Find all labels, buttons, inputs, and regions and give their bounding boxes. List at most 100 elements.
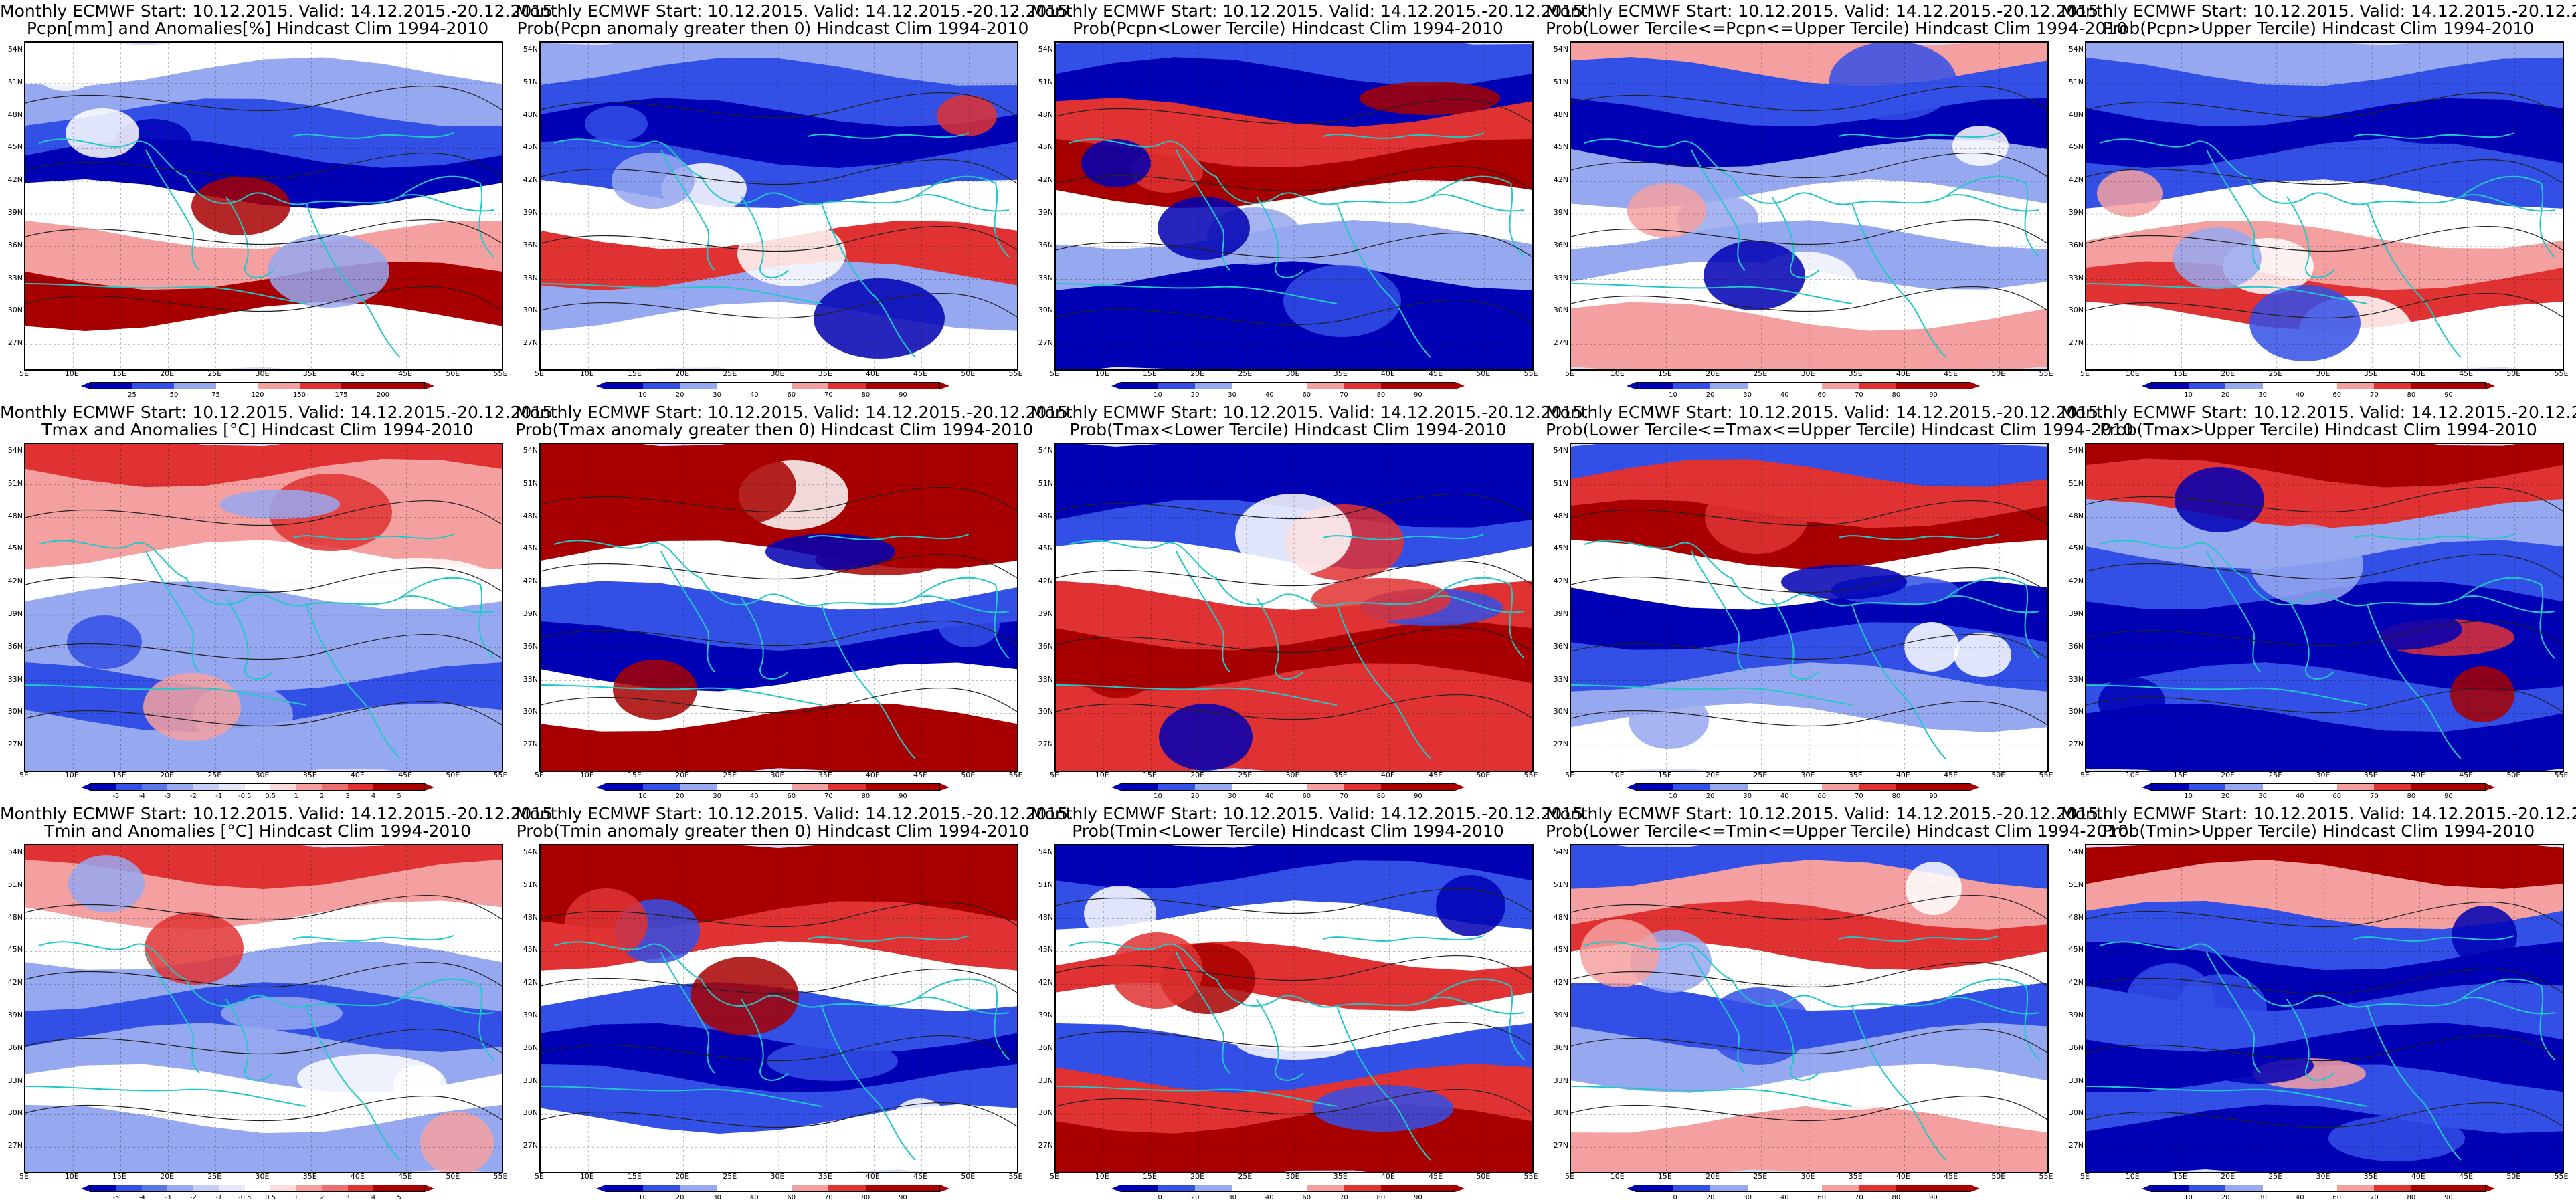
panel-title-line1: Monthly ECMWF Start: 10.12.2015. Valid: …: [0, 804, 559, 823]
longitude-label: 30E: [770, 771, 785, 779]
longitude-label: 25E: [2268, 771, 2283, 779]
colorbar-tick-label: 0.5: [265, 1194, 276, 1201]
map-field: [24, 41, 503, 371]
map-field: [1570, 443, 2049, 772]
longitude-label: 25E: [2268, 1172, 2283, 1181]
latitude-label: 54N: [2068, 45, 2084, 54]
latitude-label: 51N: [523, 77, 538, 86]
longitude-label: 40E: [1380, 1172, 1395, 1181]
latitude-label: 33N: [2068, 1076, 2084, 1085]
colorbar-tick-label: 70: [1854, 391, 1863, 399]
longitude-label: 20E: [160, 369, 175, 378]
field-contour: [1056, 166, 1532, 192]
coastline: [1176, 952, 1230, 1074]
longitude-label: 25E: [1238, 1172, 1253, 1181]
coastline: [1336, 203, 1431, 358]
colorbar-tick-label: 30: [1743, 793, 1752, 800]
field-blob: [1829, 43, 1956, 120]
colorbar-tick-label: 70: [824, 1194, 833, 1201]
coastline: [1945, 577, 2040, 659]
field-blob: [145, 912, 244, 985]
colorbar-segment: [1306, 1185, 1344, 1192]
colorbar-segment: [1933, 783, 1971, 791]
latitude-label: 45N: [1553, 544, 1568, 553]
colorbar-tick-label: 80: [1892, 1194, 1901, 1201]
latitude-label: 48N: [523, 110, 538, 119]
colorbar-min-arrow: [1111, 1185, 1121, 1192]
panel-title-line1: Monthly ECMWF Start: 10.12.2015. Valid: …: [1030, 804, 1589, 823]
field-contour: [1571, 286, 2047, 312]
colorbar-tick-label: -3: [164, 793, 171, 800]
colorbar-tick-label: -2: [189, 1194, 197, 1201]
longitude-label: 55E: [1524, 369, 1538, 378]
coastline: [225, 999, 274, 1081]
colorbar-segment: [1269, 382, 1307, 389]
colorbar-border: [2151, 1185, 2486, 1192]
coastline: [292, 534, 454, 540]
colorbar-segment: [903, 1185, 941, 1192]
colorbar-tick-label: -2: [189, 793, 197, 800]
coastline: [292, 935, 454, 942]
longitude-label: 5E: [1565, 369, 1574, 378]
latitude-label: 33N: [1553, 273, 1568, 282]
field-contour: [541, 688, 1017, 714]
colorbar-segment: [606, 783, 644, 791]
colorbar-tick-label: 10: [2184, 391, 2193, 399]
colorbar-segment: [680, 382, 718, 389]
field-band: [25, 1104, 502, 1172]
colorbar-tick-label: 60: [1302, 793, 1311, 800]
longitude-label: 50E: [1991, 1172, 2006, 1181]
latitude-label: 33N: [2068, 273, 2084, 282]
colorbar-segment: [1859, 1185, 1897, 1192]
field-contour: [25, 1096, 502, 1122]
field-blob: [2173, 227, 2262, 289]
colorbar: [1627, 783, 1980, 791]
colorbar-segment: [1784, 783, 1823, 791]
colorbar-segment: [1418, 382, 1456, 389]
latitude-label: 54N: [7, 446, 23, 455]
colorbar-tick-label: 30: [2258, 391, 2268, 399]
colorbar-tick-label: 20: [675, 1194, 684, 1201]
latitude-label: 42N: [7, 175, 23, 185]
longitude-label: 30E: [1285, 771, 1300, 779]
colorbar-tick-label: 40: [749, 793, 759, 800]
coastline: [1430, 175, 1525, 258]
colorbar-segment: [2336, 783, 2375, 791]
colorbar-segment: [1896, 783, 1934, 791]
latitude-label: 48N: [523, 912, 538, 922]
colorbar-min-arrow: [81, 382, 90, 389]
colorbar-tick-label: 60: [787, 793, 796, 800]
coastline: [821, 604, 916, 759]
map-field: [1054, 844, 1534, 1173]
colorbar-max-arrow: [2486, 1185, 2495, 1192]
colorbar-segment: [1710, 1185, 1748, 1192]
colorbar-segment: [2225, 1185, 2264, 1192]
latitude-label: 30N: [1038, 306, 1053, 315]
colorbar-segment: [1784, 382, 1823, 389]
field-blob: [767, 1041, 898, 1081]
latitude-label: 45N: [1038, 142, 1053, 152]
latitude-label: 30N: [7, 707, 23, 716]
colorbar-segment: [2225, 783, 2264, 791]
longitude-label: 45E: [2459, 369, 2474, 378]
latitude-label: 54N: [1038, 446, 1053, 455]
field-contour: [2086, 487, 2563, 513]
map-field: [1570, 41, 2049, 371]
longitude-label: 55E: [2554, 369, 2569, 378]
colorbar-segment: [1344, 783, 1382, 791]
colorbar-segment: [1673, 1185, 1711, 1192]
colorbar-tick-label: 20: [1706, 1194, 1715, 1201]
latitude-label: 27N: [1038, 1141, 1053, 1150]
field-contour: [1056, 1089, 1532, 1115]
field-blob: [612, 153, 695, 209]
colorbar-segment: [1380, 783, 1418, 791]
colorbar-segment: [1306, 783, 1344, 791]
latitude-label: 39N: [523, 609, 538, 618]
field-blob: [1705, 480, 1808, 554]
field-blob: [1283, 265, 1401, 337]
field-contour: [1571, 634, 2047, 660]
colorbar: [1111, 783, 1465, 791]
longitude-label: 30E: [2316, 771, 2330, 779]
colorbar-tick-label: 70: [1339, 391, 1348, 399]
colorbar-border: [2151, 382, 2486, 389]
